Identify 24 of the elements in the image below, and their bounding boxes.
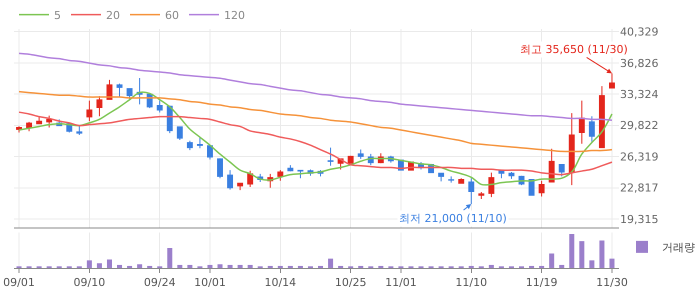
legend-label: 60: [165, 8, 179, 22]
x-tick-label: 09/24: [144, 276, 176, 289]
y-tick-label: 40,329: [620, 26, 658, 39]
x-tick-label: 09/10: [74, 276, 106, 289]
x-tick-label: 11/30: [596, 276, 628, 289]
annotation: 최고 35,650 (11/30): [520, 43, 628, 56]
legend-label: 거래량: [662, 241, 695, 254]
legend-label: 5: [54, 8, 61, 22]
y-tick-label: 19,315: [620, 212, 658, 226]
y-tick-label: 26,319: [620, 150, 658, 164]
x-tick-label: 11/19: [526, 276, 558, 289]
x-tick-label: 10/14: [264, 276, 296, 289]
y-tick-label: 22,817: [620, 182, 658, 195]
legend-label: 120: [224, 8, 245, 22]
x-tick-label: 11/10: [455, 276, 488, 289]
y-tick-label: 33,324: [620, 88, 658, 101]
x-tick-label: 11/01: [385, 276, 417, 289]
x-tick-label: 09/01: [3, 276, 35, 289]
x-tick-label: 10/25: [334, 276, 367, 289]
legend-label: 20: [106, 8, 120, 22]
y-tick-label: 36,826: [620, 56, 658, 70]
annotation: 최저 21,000 (11/10): [399, 212, 507, 225]
y-tick-label: 29,822: [620, 119, 658, 132]
x-tick-label: 10/01: [194, 276, 226, 289]
